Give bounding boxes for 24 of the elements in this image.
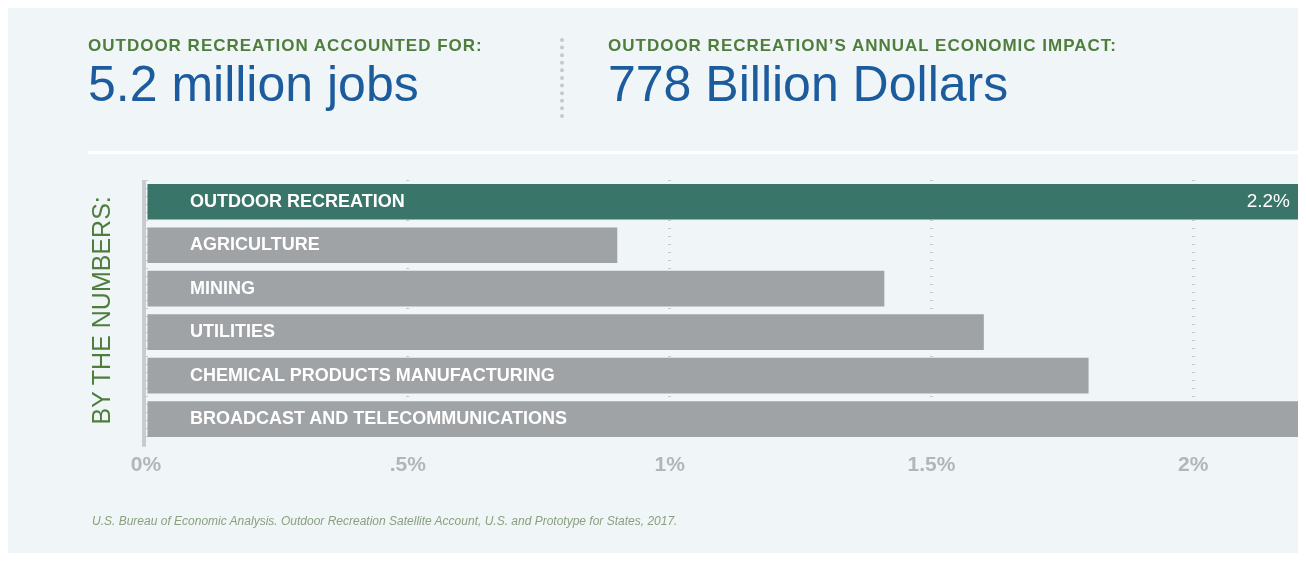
text: U.S. Bureau of Economic Analysis. Outdoor Recreation Satellite Account, U.S. and Prototype for States, 2017. — [92, 514, 678, 528]
x-tick-label: .5% — [389, 452, 427, 476]
bar — [147, 227, 618, 264]
x-tick-label: 1% — [654, 452, 686, 476]
x-tick-label: 2% — [1178, 452, 1209, 476]
x-tick-label: 0% — [130, 452, 162, 476]
y-tick-label: BROADCAST AND TELECOMMUNICATIONS — [190, 408, 567, 429]
text: 778 Billion Dollars — [608, 56, 1010, 112]
text: 5.2 million jobs — [88, 56, 420, 112]
text: OUTDOOR RECREATION’S ANNUAL ECONOMIC IMPACT: — [608, 36, 1117, 56]
bar — [147, 270, 885, 307]
x-tick-label: 1.5% — [907, 452, 956, 476]
text: OUTDOOR RECREATION ACCOUNTED FOR: — [88, 36, 483, 56]
y-tick-label: MINING — [190, 277, 255, 298]
bar — [147, 183, 1298, 220]
bar — [147, 401, 1298, 437]
data-label: 2.2% — [1246, 189, 1291, 211]
bar — [147, 314, 984, 350]
y-axis-title: BY THE NUMBERS: — [86, 196, 115, 425]
y-tick-label: AGRICULTURE — [190, 234, 320, 255]
bar — [147, 357, 1089, 394]
y-tick-label: OUTDOOR RECREATION — [190, 190, 405, 211]
y-tick-label: UTILITIES — [190, 321, 275, 342]
y-tick-label: CHEMICAL PRODUCTS MANUFACTURING — [190, 364, 555, 385]
